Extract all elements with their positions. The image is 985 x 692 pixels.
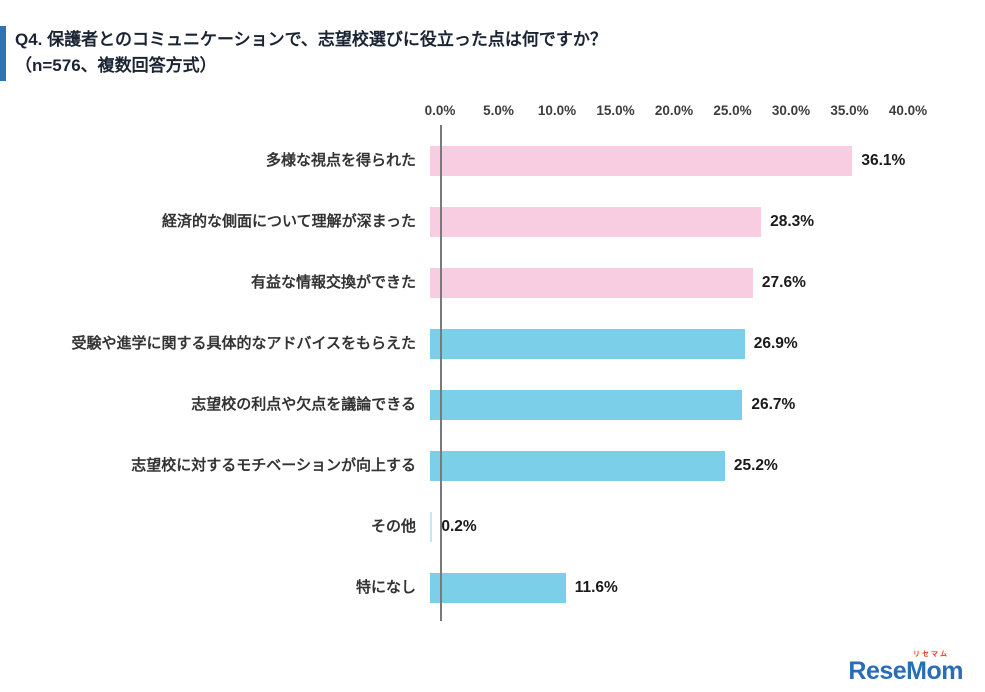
- category-label: 多様な視点を得られた: [265, 151, 416, 169]
- value-label: 26.7%: [751, 396, 796, 414]
- logo-ruby-text: リセマム: [913, 651, 949, 658]
- bar: [430, 512, 433, 543]
- value-label: 26.9%: [753, 335, 798, 353]
- bar: [430, 207, 762, 238]
- x-tick-label: 15.0%: [596, 102, 635, 118]
- value-label: 11.6%: [574, 579, 618, 597]
- bar-track: 0.2%: [430, 512, 898, 543]
- x-tick-label: 20.0%: [654, 102, 694, 118]
- bar-row: 特になし 11.6%: [0, 558, 985, 619]
- bar-row: 志望校に対するモチベーションが向上する 25.2%: [0, 436, 985, 497]
- title-line-2: （n=576、複数回答方式）: [15, 56, 217, 76]
- logo-text: ReseMom: [848, 657, 963, 685]
- x-tick-label: 0.0%: [424, 102, 456, 118]
- bar-row: 志望校の利点や欠点を議論できる 26.7%: [0, 375, 985, 436]
- x-tick-label: 40.0%: [888, 102, 928, 118]
- category-label: 志望校の利点や欠点を議論できる: [191, 395, 416, 413]
- bar: [430, 573, 566, 604]
- bar-track: 27.6%: [430, 268, 898, 299]
- bar-track: 28.3%: [430, 207, 898, 238]
- category-label: 志望校に対するモチベーションが向上する: [131, 456, 416, 474]
- bar: [430, 146, 853, 177]
- y-axis-line: [440, 124, 442, 621]
- value-label: 27.6%: [761, 274, 806, 292]
- bar-track: 26.7%: [430, 390, 898, 421]
- value-label: 36.1%: [861, 152, 906, 170]
- title-line-1: Q4. 保護者とのコミュニケーションで、志望校選びに役立った点は何ですか？: [15, 30, 607, 49]
- x-tick-label: 5.0%: [483, 102, 514, 118]
- value-label: 25.2%: [733, 457, 778, 475]
- bar-track: 11.6%: [430, 573, 898, 604]
- bar-row: その他 0.2%: [0, 497, 985, 558]
- bar: [430, 268, 753, 299]
- bar-row: 受験や進学に関する具体的なアドバイスをもらえた 26.9%: [0, 314, 985, 375]
- x-axis-ticks: 0.0% 5.0% 10.0% 15.0% 20.0% 25.0% 30.0% 35.0% 40…: [425, 102, 928, 123]
- x-tick-label: 35.0%: [830, 102, 869, 118]
- x-tick-label: 25.0%: [713, 102, 752, 118]
- category-label: 受験や進学に関する具体的なアドバイスをもらえた: [71, 334, 416, 352]
- value-label: 28.3%: [770, 213, 815, 231]
- chart-title: Q4. 保護者とのコミュニケーションで、志望校選びに役立った点は何ですか？ （n…: [0, 26, 965, 81]
- bar: [430, 390, 743, 421]
- bar-chart: 0.0% 5.0% 10.0% 15.0% 20.0% 25.0% 30.0% 35.0% 40…: [0, 102, 985, 621]
- bar: [430, 451, 725, 482]
- category-label: その他: [370, 517, 416, 535]
- resemom-logo: リセマム ReseMom: [848, 651, 963, 684]
- x-tick-label: 30.0%: [771, 102, 811, 118]
- title-accent-bar: [0, 26, 6, 81]
- category-label: 特になし: [355, 578, 416, 596]
- value-label: 0.2%: [441, 518, 477, 536]
- plot-area: 多様な視点を得られた 36.1% 経済的な側面について理解が深まった 28.3% 有益な…: [0, 124, 985, 621]
- bar-track: 36.1%: [430, 146, 905, 177]
- bar-row: 有益な情報交換ができた 27.6%: [0, 253, 985, 314]
- category-label: 経済的な側面について理解が深まった: [162, 212, 416, 230]
- bar-row: 経済的な側面について理解が深まった 28.3%: [0, 192, 985, 253]
- category-label: 有益な情報交換ができた: [250, 273, 416, 291]
- bar-row: 多様な視点を得られた 36.1%: [0, 131, 985, 192]
- bar-track: 25.2%: [430, 451, 898, 482]
- bar-track: 26.9%: [430, 329, 898, 360]
- bar: [430, 329, 745, 360]
- x-tick-label: 10.0%: [537, 102, 577, 118]
